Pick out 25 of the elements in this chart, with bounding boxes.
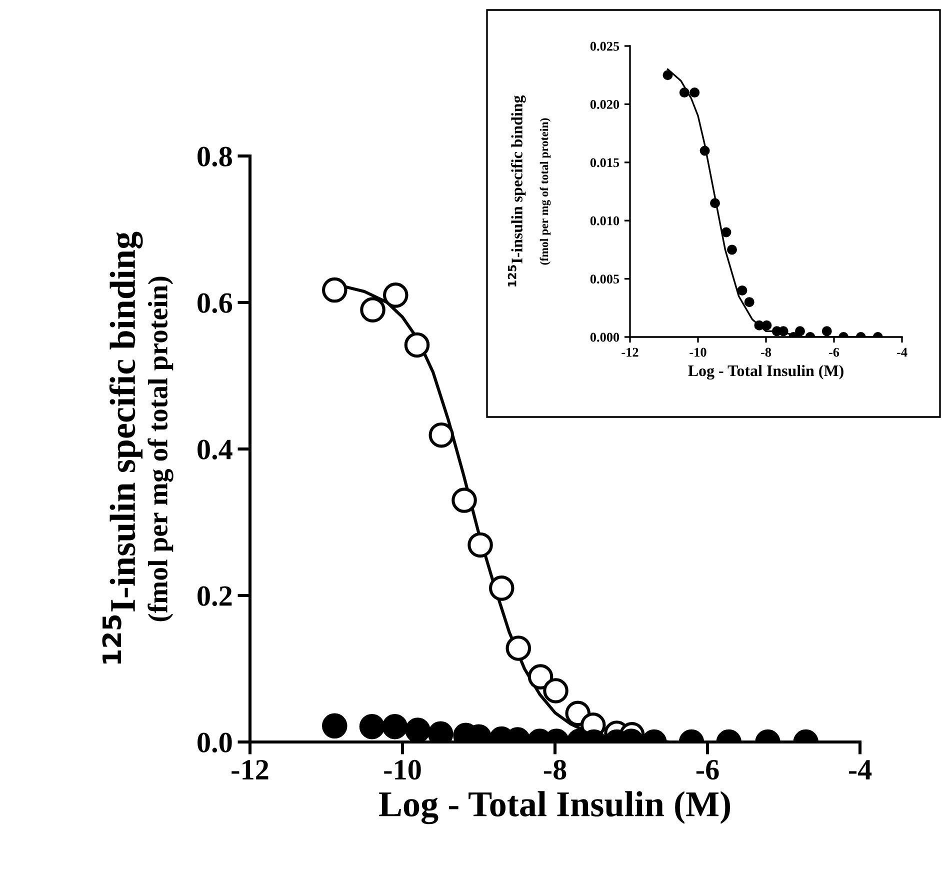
x-axis-title: Log - Total Insulin (M) bbox=[379, 791, 730, 824]
y-tick-label: 0.020 bbox=[590, 100, 620, 109]
x-tick-label: -6 bbox=[828, 348, 840, 357]
y-axis-title: $^{125}$I-insulin specific binding (fmol per mg of total protein) bbox=[508, 95, 551, 286]
y-axis-title: $^{125}$I-insulin specific binding (fmol per mg of total protein) bbox=[102, 232, 174, 664]
x-tick-label: -8 bbox=[760, 348, 772, 357]
x-tick-label: -8 bbox=[544, 760, 566, 780]
y-tick-label: 0.015 bbox=[590, 158, 620, 168]
x-tick-label: -10 bbox=[384, 760, 421, 780]
y-tick-label: 0.8 bbox=[198, 146, 232, 167]
y-tick-label: 0.2 bbox=[198, 586, 232, 606]
y-tick-label: 0.0 bbox=[198, 732, 232, 753]
x-tick-label: -6 bbox=[696, 760, 719, 780]
y-tick-label: 0.6 bbox=[198, 293, 232, 314]
y-tick-label: 0.005 bbox=[590, 274, 620, 284]
x-tick-label: -12 bbox=[622, 348, 638, 357]
y-tick-label: 0.000 bbox=[590, 332, 620, 342]
y-tick-label: 0.025 bbox=[590, 42, 620, 51]
x-tick-label: -12 bbox=[232, 760, 268, 780]
x-axis-title: Log - Total Insulin (M) bbox=[688, 364, 844, 380]
y-tick-label: 0.010 bbox=[590, 216, 620, 226]
x-tick-label: -4 bbox=[896, 348, 908, 357]
x-tick-label: -4 bbox=[848, 760, 872, 780]
y-tick-label: 0.4 bbox=[198, 440, 232, 460]
x-tick-label: -10 bbox=[690, 348, 706, 357]
